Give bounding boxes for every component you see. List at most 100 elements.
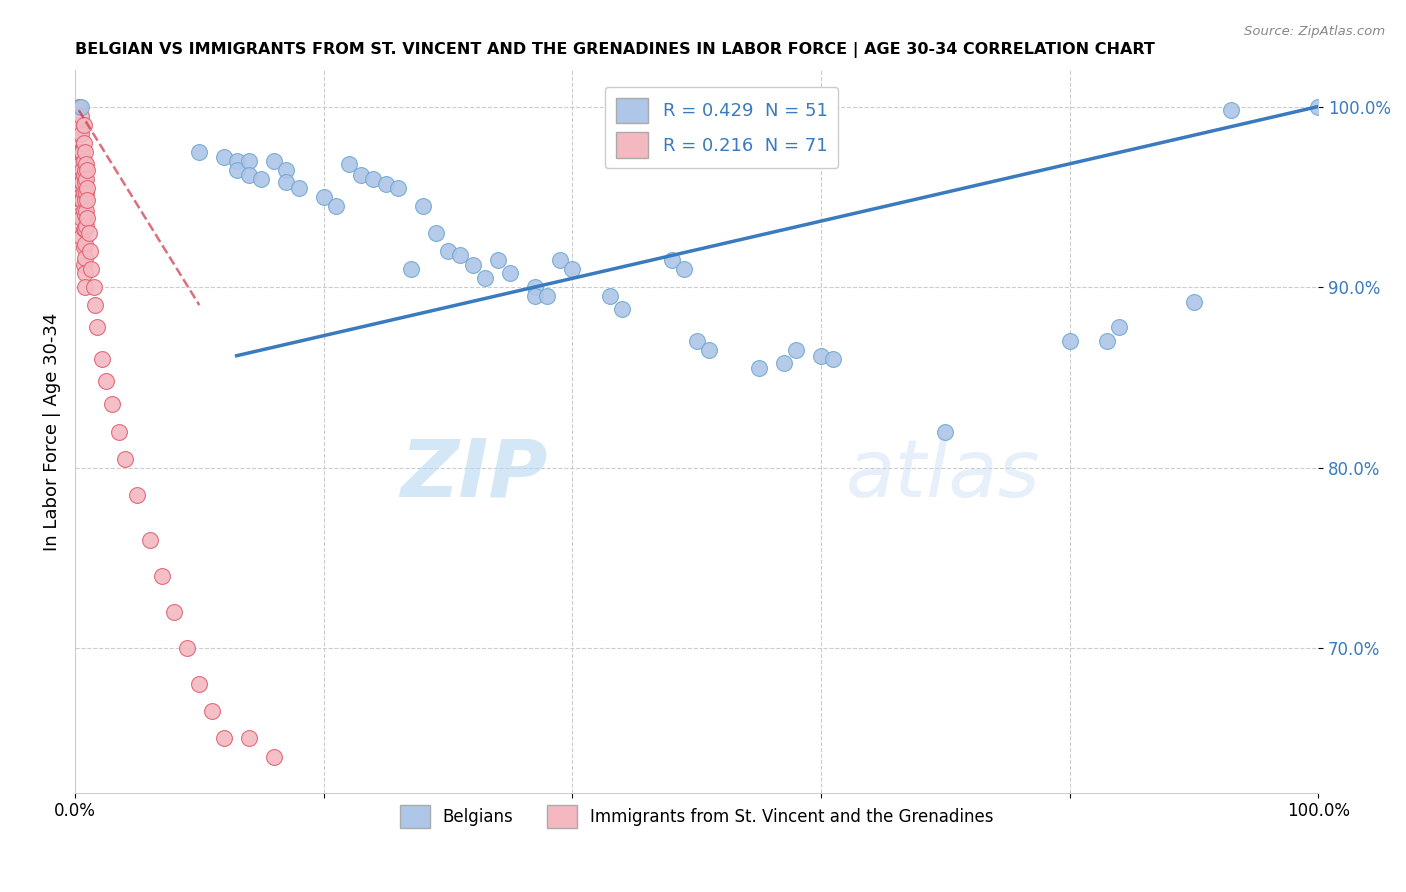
Point [412,199,434,213]
Point [73,204,96,219]
Point [350,168,373,182]
Point [73,222,96,236]
Point [75,157,97,171]
Point [685,334,707,349]
Point [83,280,105,294]
Point [73,266,96,280]
Point [599,289,621,303]
Point [76,162,98,177]
Point [70,145,93,159]
Point [73,153,96,168]
Point [176,641,198,656]
Point [499,266,522,280]
Point [80,262,103,277]
Point [225,162,247,177]
Point [150,569,173,583]
Point [72,194,94,208]
Text: ZIP: ZIP [401,436,547,514]
Point [77,226,100,240]
Point [73,236,96,251]
Point [127,488,149,502]
Point [536,289,558,303]
Point [83,298,105,312]
Point [548,252,571,267]
Point [610,301,633,316]
Point [325,199,347,213]
Point [661,252,683,267]
Point [73,222,96,236]
Point [86,319,108,334]
Point [238,731,260,746]
Point [561,262,583,277]
Point [138,533,160,547]
Point [524,280,547,294]
Point [76,181,98,195]
Point [263,153,285,168]
Point [72,162,94,177]
Y-axis label: In Labor Force | Age 30-34: In Labor Force | Age 30-34 [44,312,60,550]
Point [425,226,447,240]
Point [276,175,298,189]
Point [79,244,101,258]
Point [73,186,96,201]
Point [337,157,360,171]
Point [69,208,91,222]
Point [1059,334,1081,349]
Point [70,127,93,141]
Point [72,145,94,159]
Point [73,136,96,150]
Point [73,118,96,132]
Point [201,705,224,719]
Point [785,343,807,358]
Point [73,259,96,273]
Point [163,605,186,619]
Point [73,240,96,254]
Point [823,352,845,367]
Point [188,677,211,691]
Point [67,127,90,141]
Point [263,749,285,764]
Text: BELGIAN VS IMMIGRANTS FROM ST. VINCENT AND THE GRENADINES IN LABOR FORCE | AGE 3: BELGIAN VS IMMIGRANTS FROM ST. VINCENT A… [75,42,1154,58]
Point [76,194,98,208]
Point [75,204,97,219]
Point [461,259,484,273]
Point [70,194,93,208]
Point [387,181,409,195]
Point [94,374,117,388]
Point [225,153,247,168]
Point [69,145,91,159]
Point [1182,294,1205,309]
Point [73,162,96,177]
Point [1220,103,1243,117]
Point [810,349,832,363]
Point [73,145,96,159]
Point [75,219,97,233]
Point [288,181,311,195]
Point [486,252,509,267]
Point [69,118,91,132]
Point [474,271,496,285]
Point [524,289,547,303]
Text: atlas: atlas [846,436,1040,514]
Point [91,352,114,367]
Point [72,175,94,189]
Point [114,451,136,466]
Point [212,731,235,746]
Point [67,145,90,159]
Point [75,186,97,201]
Point [1108,319,1130,334]
Point [934,425,956,439]
Point [73,280,96,294]
Point [399,262,422,277]
Point [70,157,93,171]
Point [697,343,720,358]
Point [73,208,96,222]
Point [276,162,298,177]
Point [374,177,396,191]
Point [437,244,460,258]
Point [70,99,93,113]
Legend: Belgians, Immigrants from St. Vincent and the Grenadines: Belgians, Immigrants from St. Vincent an… [392,798,1001,835]
Point [73,251,96,265]
Point [73,168,96,182]
Point [75,171,97,186]
